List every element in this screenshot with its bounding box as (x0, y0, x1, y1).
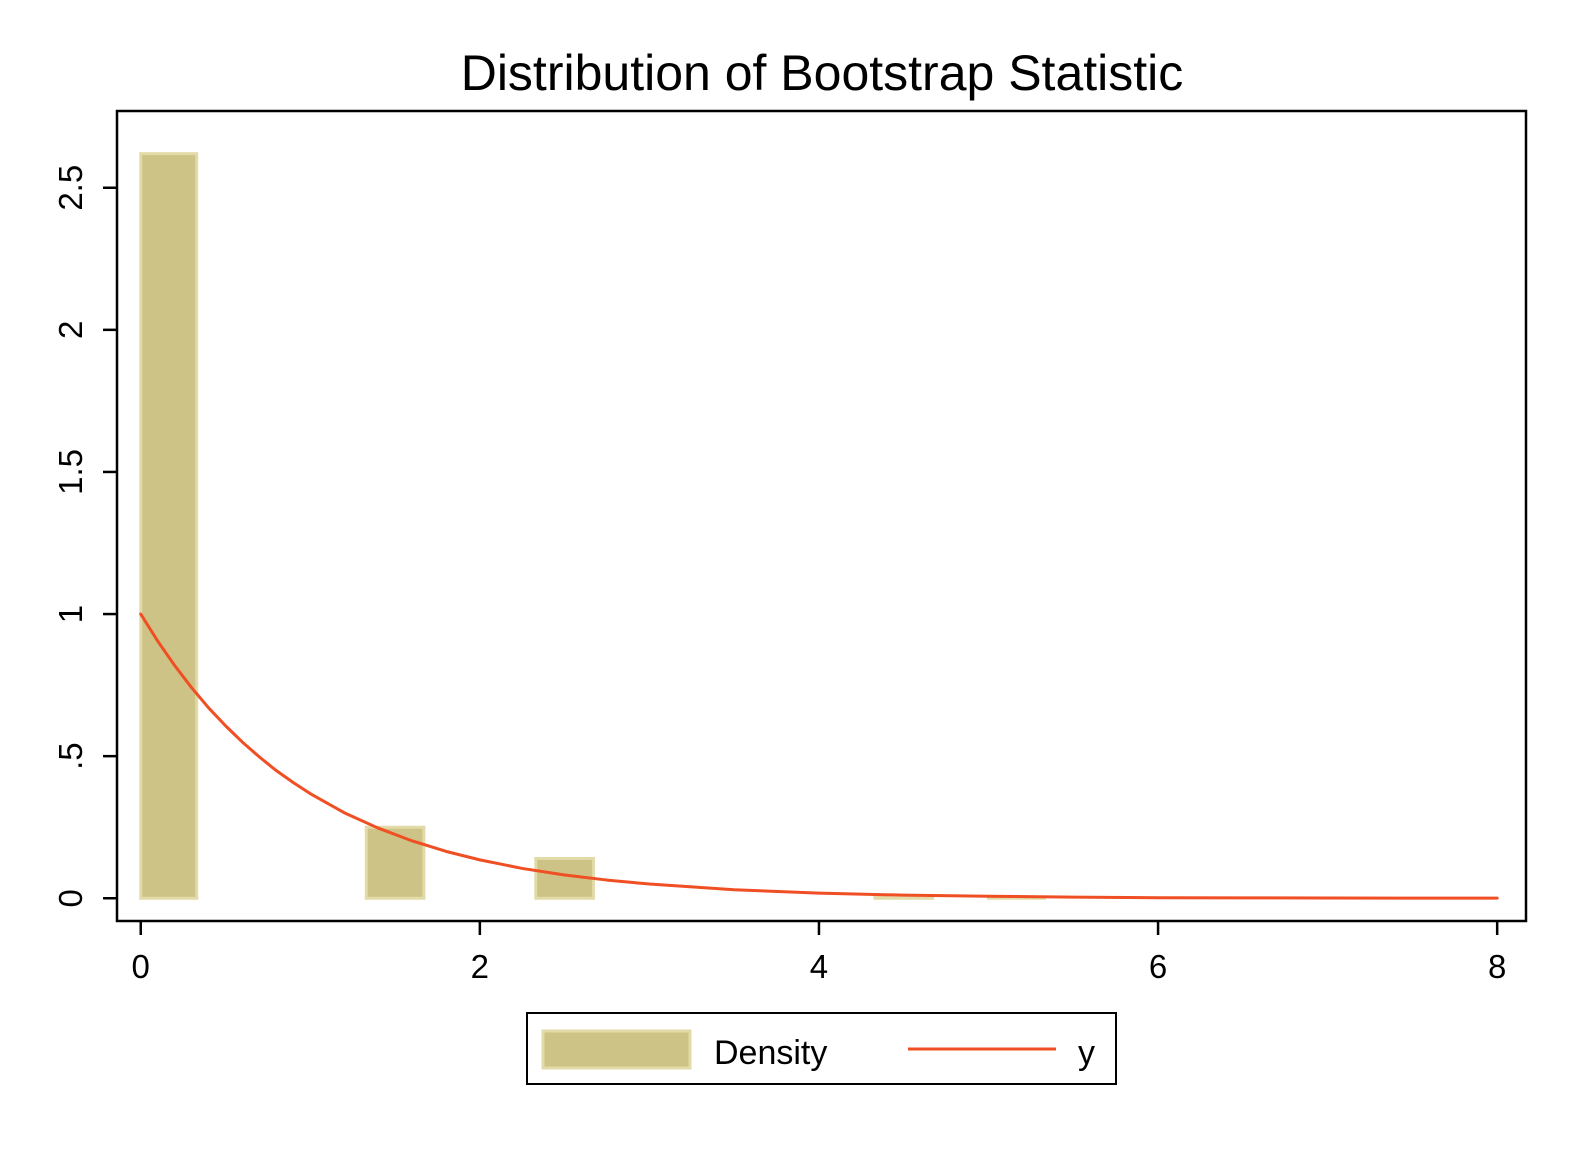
histogram-bar-0 (139, 152, 199, 900)
y-tick-label: 2.5 (52, 165, 89, 211)
x-axis: 0 2 4 6 8 (132, 921, 1506, 985)
x-tick-label: 8 (1488, 948, 1506, 985)
line-series (139, 612, 1499, 900)
histogram-bar-3 (873, 895, 935, 900)
x-tick-label: 6 (1149, 948, 1167, 985)
chart-title: Distribution of Bootstrap Statistic (461, 45, 1184, 101)
y-tick-label: .5 (52, 742, 89, 770)
y-tick-label: 2 (52, 321, 89, 339)
legend-label-density: Density (714, 1034, 827, 1072)
y-axis: 0 .5 1 1.5 2 2.5 (52, 165, 117, 907)
y-tick-label: 0 (52, 889, 89, 907)
series-line-y (139, 612, 1499, 900)
y-tick-label: 1 (52, 605, 89, 623)
x-tick-label: 4 (810, 948, 828, 985)
plot-frame (115, 109, 1528, 923)
legend: Density y (526, 1012, 1117, 1085)
x-tick-label: 0 (132, 948, 150, 985)
x-tick-label: 2 (471, 948, 489, 985)
legend-label-y: y (1078, 1034, 1095, 1072)
y-tick-label: 1.5 (52, 449, 89, 495)
histogram-bar-1 (364, 825, 426, 900)
legend-swatch-density (541, 1029, 692, 1070)
